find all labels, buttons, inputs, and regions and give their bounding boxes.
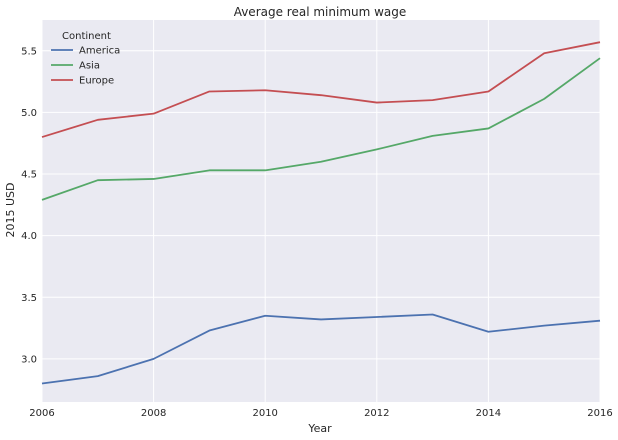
series-lines — [41, 41, 601, 385]
series-line-asia — [41, 57, 601, 201]
series-line-europe — [41, 41, 601, 138]
x-axis-label: Year — [307, 422, 332, 435]
y-axis-ticks: 3.0 3.5 4.0 4.5 5.0 5.5 — [21, 46, 37, 365]
x-axis-ticks: 2006 2008 2010 2012 2014 2016 — [29, 408, 612, 419]
x-tick-label: 2008 — [141, 408, 166, 419]
x-tick-label: 2010 — [252, 408, 277, 419]
y-tick-label: 3.0 — [21, 354, 37, 365]
x-tick-label: 2012 — [364, 408, 389, 419]
legend-title: Continent — [62, 31, 111, 42]
x-tick-label: 2006 — [29, 408, 54, 419]
gridlines — [41, 20, 601, 402]
plot-area — [42, 20, 600, 402]
x-tick-label: 2016 — [587, 408, 612, 419]
y-tick-label: 5.0 — [21, 108, 37, 119]
chart-title: Average real minimum wage — [234, 5, 407, 19]
y-tick-label: 4.5 — [21, 170, 37, 181]
y-axis-label: 2015 USD — [4, 183, 17, 238]
x-tick-label: 2014 — [476, 408, 501, 419]
series-line-america — [41, 313, 601, 385]
legend-label-america: America — [79, 46, 120, 57]
y-tick-label: 4.0 — [21, 231, 37, 242]
y-tick-label: 5.5 — [21, 46, 37, 57]
legend-label-europe: Europe — [79, 76, 114, 87]
legend-label-asia: Asia — [79, 61, 100, 72]
legend: Continent America Asia Europe — [51, 31, 120, 87]
y-tick-label: 3.5 — [21, 293, 37, 304]
